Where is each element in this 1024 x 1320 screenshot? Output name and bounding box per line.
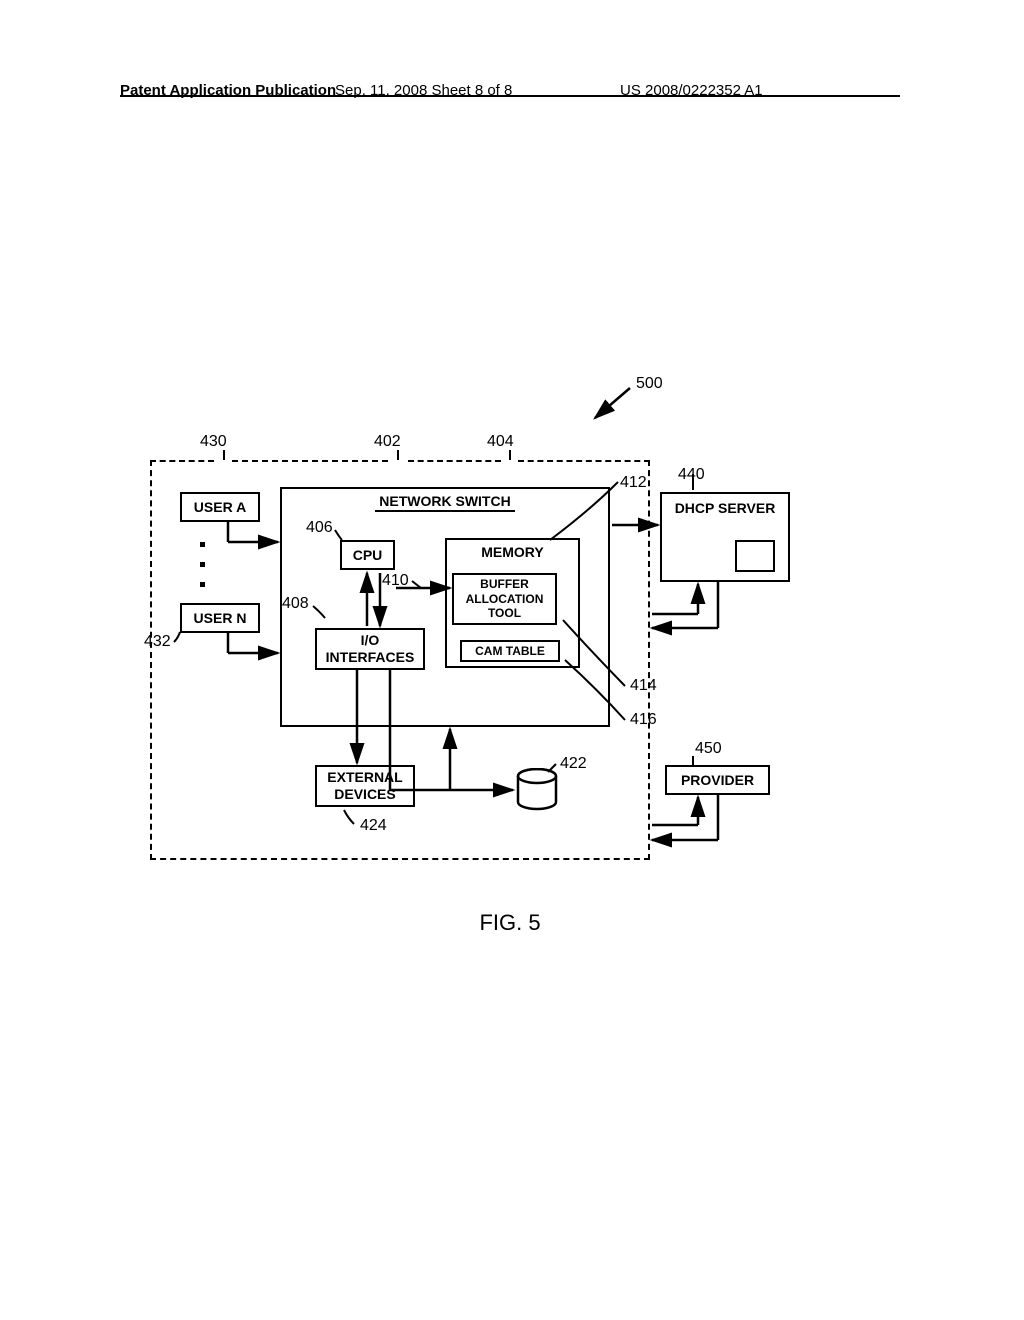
io-interfaces-box: I/O INTERFACES [315, 628, 425, 670]
ref-450: 450 [695, 740, 722, 758]
cpu-box: CPU [340, 540, 395, 570]
dhcp-inner-box [735, 540, 775, 572]
boundary-top-3 [408, 460, 501, 462]
external-devices-box: EXTERNAL DEVICES [315, 765, 415, 807]
boundary-top-4 [518, 460, 650, 462]
ellipsis-dot [200, 582, 205, 587]
header-rule [120, 95, 900, 97]
user-a-box: USER A [180, 492, 260, 522]
ref-422: 422 [560, 755, 587, 773]
ref-440: 440 [678, 466, 705, 484]
memory-label: MEMORY [481, 544, 543, 561]
ref-404: 404 [487, 433, 514, 451]
dhcp-server-label: DHCP SERVER [675, 500, 776, 517]
user-n-box: USER N [180, 603, 260, 633]
ref-500: 500 [636, 375, 663, 393]
boundary-top-1 [150, 460, 214, 462]
ref-406: 406 [306, 519, 333, 537]
ellipsis-dot [200, 542, 205, 547]
ref-402: 402 [374, 433, 401, 451]
ellipsis-dot [200, 562, 205, 567]
ref-408: 408 [282, 595, 309, 613]
ref-430: 430 [200, 433, 227, 451]
boundary-top-2 [232, 460, 388, 462]
storage-cylinder-icon [515, 768, 559, 812]
ref-412: 412 [620, 474, 647, 492]
ref-416: 416 [630, 711, 657, 729]
ref-410: 410 [382, 572, 409, 590]
figure-caption: FIG. 5 [120, 910, 900, 936]
ref-424: 424 [360, 817, 387, 835]
buffer-allocation-tool-box: BUFFER ALLOCATION TOOL [452, 573, 557, 625]
ref-432: 432 [144, 633, 171, 651]
cam-table-box: CAM TABLE [460, 640, 560, 662]
ref-414: 414 [630, 677, 657, 695]
figure-5-diagram: 500 USER A USER N NETWORK SWITCH CPU MEM… [120, 370, 900, 930]
provider-box: PROVIDER [665, 765, 770, 795]
network-switch-label: NETWORK SWITCH [375, 493, 514, 512]
